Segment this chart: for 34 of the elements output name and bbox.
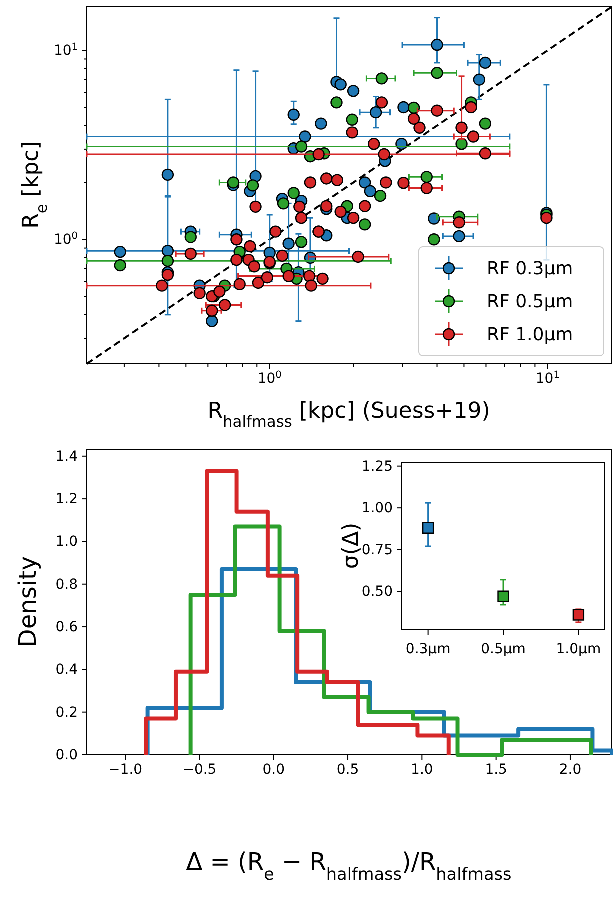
x-tick-label: 2.0 [559, 762, 582, 778]
x-tick-label: 0.3μm [406, 641, 451, 658]
y-axis-title: Density [14, 556, 42, 648]
x-tick-label: 1.0 [411, 762, 434, 778]
y-tick-label: 1.4 [56, 448, 78, 465]
y-tick-label: 0.6 [56, 620, 78, 636]
x-tick-label: 1.5 [485, 762, 508, 778]
y-tick-label: 10$^{1}$ [54, 42, 78, 60]
point [498, 590, 510, 602]
y-tick-label: 0.8 [56, 576, 78, 593]
y-tick-label: 0.4 [56, 662, 78, 678]
y-tick-label: 0.0 [56, 747, 78, 764]
x-tick-label: 0.5μm [481, 641, 526, 658]
y-tick-label: 0.50 [362, 584, 393, 600]
x-tick-label: 1.0μm [556, 641, 602, 658]
legend-label: RF 1.0μm [487, 324, 574, 346]
x-tick-label: 0.0 [262, 762, 285, 778]
x-tick-label: 0.5 [336, 762, 360, 778]
x-tick-label: −1.0 [108, 762, 143, 778]
y-tick-label: 1.00 [362, 500, 393, 517]
y-tick-label: 0.2 [56, 704, 78, 721]
y-tick-label: 1.25 [362, 458, 393, 475]
x-axis-title: R$_{halfmass}$ [kpc] (Suess+19) [208, 399, 490, 431]
y-tick-label: 1.2 [56, 492, 78, 508]
legend-label: RF 0.5μm [487, 292, 574, 312]
y-axis-title: σ(Δ) [339, 522, 364, 570]
x-tick-label: −0.5 [182, 762, 217, 778]
y-tick-label: 10$^{0}$ [54, 230, 78, 248]
legend-label: RF 0.3μm [487, 258, 574, 280]
point [572, 609, 585, 621]
x-axis-title: Δ = (R$_{e}$ − R$_{halfmass}$)/R$_{halfmass}$ [186, 848, 512, 884]
point [422, 522, 434, 534]
y-tick-label: 0.75 [362, 542, 393, 558]
y-tick-label: 1.0 [56, 534, 78, 550]
